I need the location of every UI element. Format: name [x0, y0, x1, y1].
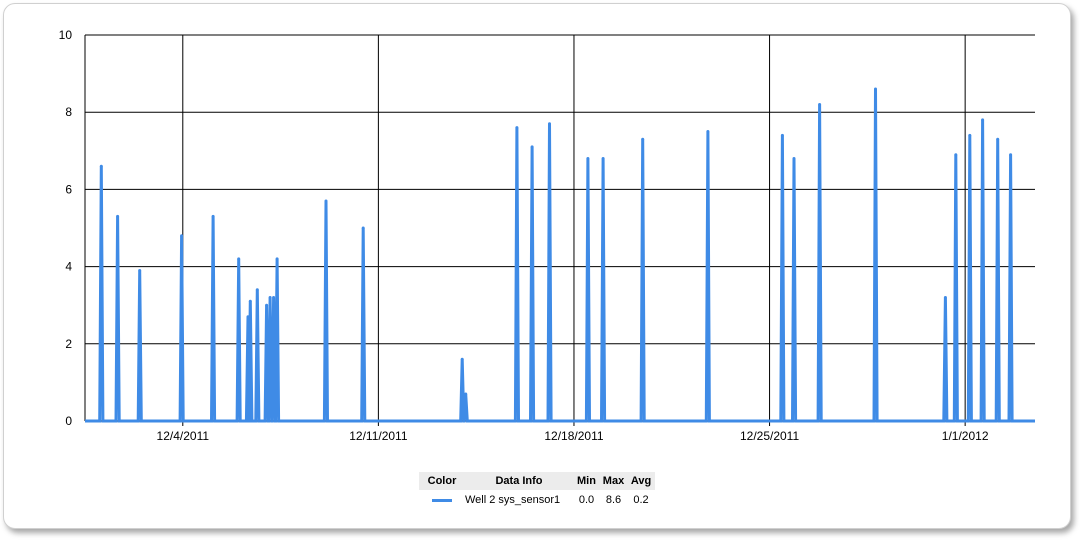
- y-tick-label: 10: [59, 28, 73, 42]
- legend-header-min: Min: [577, 475, 596, 487]
- series-line: [85, 88, 1035, 423]
- legend-header-data-info: Data Info: [495, 475, 543, 487]
- data-point: [515, 126, 519, 130]
- data-point: [996, 137, 1000, 141]
- legend-header-avg: Avg: [630, 475, 652, 487]
- legend-swatch-cell: [419, 494, 465, 506]
- legend-header-color: Color: [427, 475, 457, 487]
- data-point: [268, 296, 272, 299]
- y-tick-label: 4: [65, 260, 72, 274]
- data-point: [248, 299, 252, 303]
- data-point: [265, 303, 269, 307]
- x-tick-label: 12/11/2011: [349, 429, 408, 443]
- legend-table: Color Data Info Min Max Avg Well 2 sys_s…: [419, 472, 655, 510]
- data-point: [324, 199, 328, 203]
- data-point: [1009, 153, 1013, 157]
- legend-header: Color Data Info Min Max Avg: [419, 472, 655, 490]
- x-tick-label: 12/25/2011: [740, 429, 799, 443]
- legend-row: Well 2 sys_sensor1 0.0 8.6 0.2: [419, 490, 655, 510]
- y-tick-label: 6: [65, 182, 72, 196]
- data-point: [706, 130, 710, 133]
- data-point: [272, 296, 276, 299]
- data-point: [460, 357, 464, 361]
- data-point: [641, 137, 645, 141]
- legend-min-value: 0.0: [578, 494, 595, 506]
- data-point: [138, 269, 142, 272]
- legend-max-value: 8.6: [605, 494, 622, 506]
- data-point: [548, 122, 551, 126]
- legend-header-max: Max: [602, 475, 625, 487]
- x-tick-label: 12/18/2011: [544, 429, 603, 443]
- data-point: [586, 157, 590, 160]
- data-point: [530, 145, 534, 149]
- data-point: [255, 288, 259, 292]
- y-tick-label: 2: [65, 337, 72, 351]
- data-point: [275, 257, 279, 261]
- data-point: [99, 164, 103, 168]
- data-point: [464, 392, 468, 396]
- data-point: [237, 257, 241, 261]
- data-point: [818, 103, 822, 106]
- data-point: [874, 87, 877, 91]
- data-point: [968, 133, 972, 137]
- data-point: [954, 153, 958, 157]
- data-point: [601, 157, 605, 160]
- data-point: [361, 226, 365, 230]
- x-tick-label: 12/4/2011: [157, 429, 210, 443]
- y-tick-label: 0: [65, 414, 72, 428]
- legend-series-name: Well 2 sys_sensor1: [465, 494, 561, 506]
- data-point: [981, 118, 985, 122]
- legend-color-swatch: [432, 498, 452, 502]
- data-point: [180, 234, 184, 238]
- data-point: [780, 133, 784, 137]
- y-tick-label: 8: [65, 105, 72, 119]
- legend-avg-value: 0.2: [633, 494, 649, 506]
- data-point: [792, 157, 796, 160]
- data-point: [943, 296, 947, 299]
- data-point: [116, 214, 120, 218]
- x-tick-label: 1/1/2012: [942, 429, 989, 443]
- data-point: [211, 214, 215, 218]
- data-point: [246, 315, 250, 319]
